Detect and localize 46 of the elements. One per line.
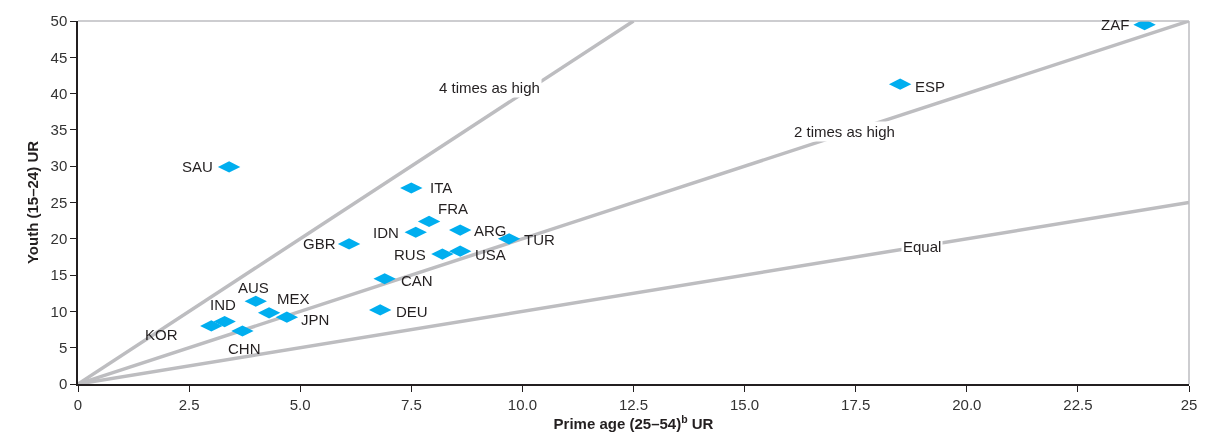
- annotation: ARG: [474, 222, 507, 239]
- x-tick-label: 5.0: [289, 395, 311, 413]
- annotation: ESP: [915, 78, 946, 95]
- annotation: CHN: [228, 340, 261, 357]
- annotation: USA: [475, 246, 506, 263]
- annotation: ITA: [430, 179, 453, 196]
- annotation: ZAF: [1101, 16, 1130, 33]
- y-tick-label: 5: [58, 338, 68, 356]
- y-tick-label: 30: [50, 157, 68, 175]
- y-tick-label: 10: [50, 302, 68, 320]
- y-tick-label: 35: [50, 121, 68, 139]
- x-axis-title: Prime age (25–54)$^{b}$ UR: [553, 412, 714, 433]
- annotation: GBR: [303, 235, 336, 252]
- x-tick-label: 25: [1180, 395, 1198, 413]
- x-tick-label: 12.5: [618, 395, 649, 413]
- x-tick-label: 2.5: [178, 395, 200, 413]
- y-tick-label: 40: [50, 84, 68, 102]
- y-axis-title: Youth (15–24) UR: [24, 140, 42, 265]
- annotation: KOR: [145, 326, 178, 343]
- series-label: Equal: [903, 238, 942, 255]
- annotation: JPN: [301, 311, 330, 328]
- x-tick-label: 10.0: [507, 395, 537, 413]
- annotation: FRA: [438, 200, 468, 217]
- annotation: RUS: [394, 246, 426, 263]
- x-tick-label: 0: [73, 395, 83, 413]
- annotation: IND: [210, 296, 236, 313]
- y-tick-label: 20: [50, 230, 68, 248]
- x-tick-label: 15.0: [730, 395, 760, 413]
- annotation: CAN: [401, 272, 433, 289]
- x-tick-label: 20.0: [952, 395, 982, 413]
- x-tick-label: 7.5: [400, 395, 422, 413]
- series-label: 2 times as high: [794, 123, 895, 140]
- annotation: DEU: [396, 303, 428, 320]
- x-tick-label: 22.5: [1063, 395, 1093, 413]
- annotation: IDN: [373, 224, 399, 241]
- series-label: 4 times as high: [439, 79, 540, 96]
- y-tick-label: 15: [50, 266, 68, 284]
- annotation: TUR: [524, 231, 555, 248]
- annotation: AUS: [238, 279, 269, 296]
- x-tick-label: 17.5: [841, 395, 871, 413]
- y-tick-label: 50: [50, 12, 68, 30]
- y-tick-label: 0: [58, 375, 68, 393]
- y-tick-label: 45: [50, 48, 68, 66]
- annotation: SAU: [182, 158, 213, 175]
- annotation: MEX: [277, 290, 310, 307]
- y-tick-label: 25: [50, 193, 68, 211]
